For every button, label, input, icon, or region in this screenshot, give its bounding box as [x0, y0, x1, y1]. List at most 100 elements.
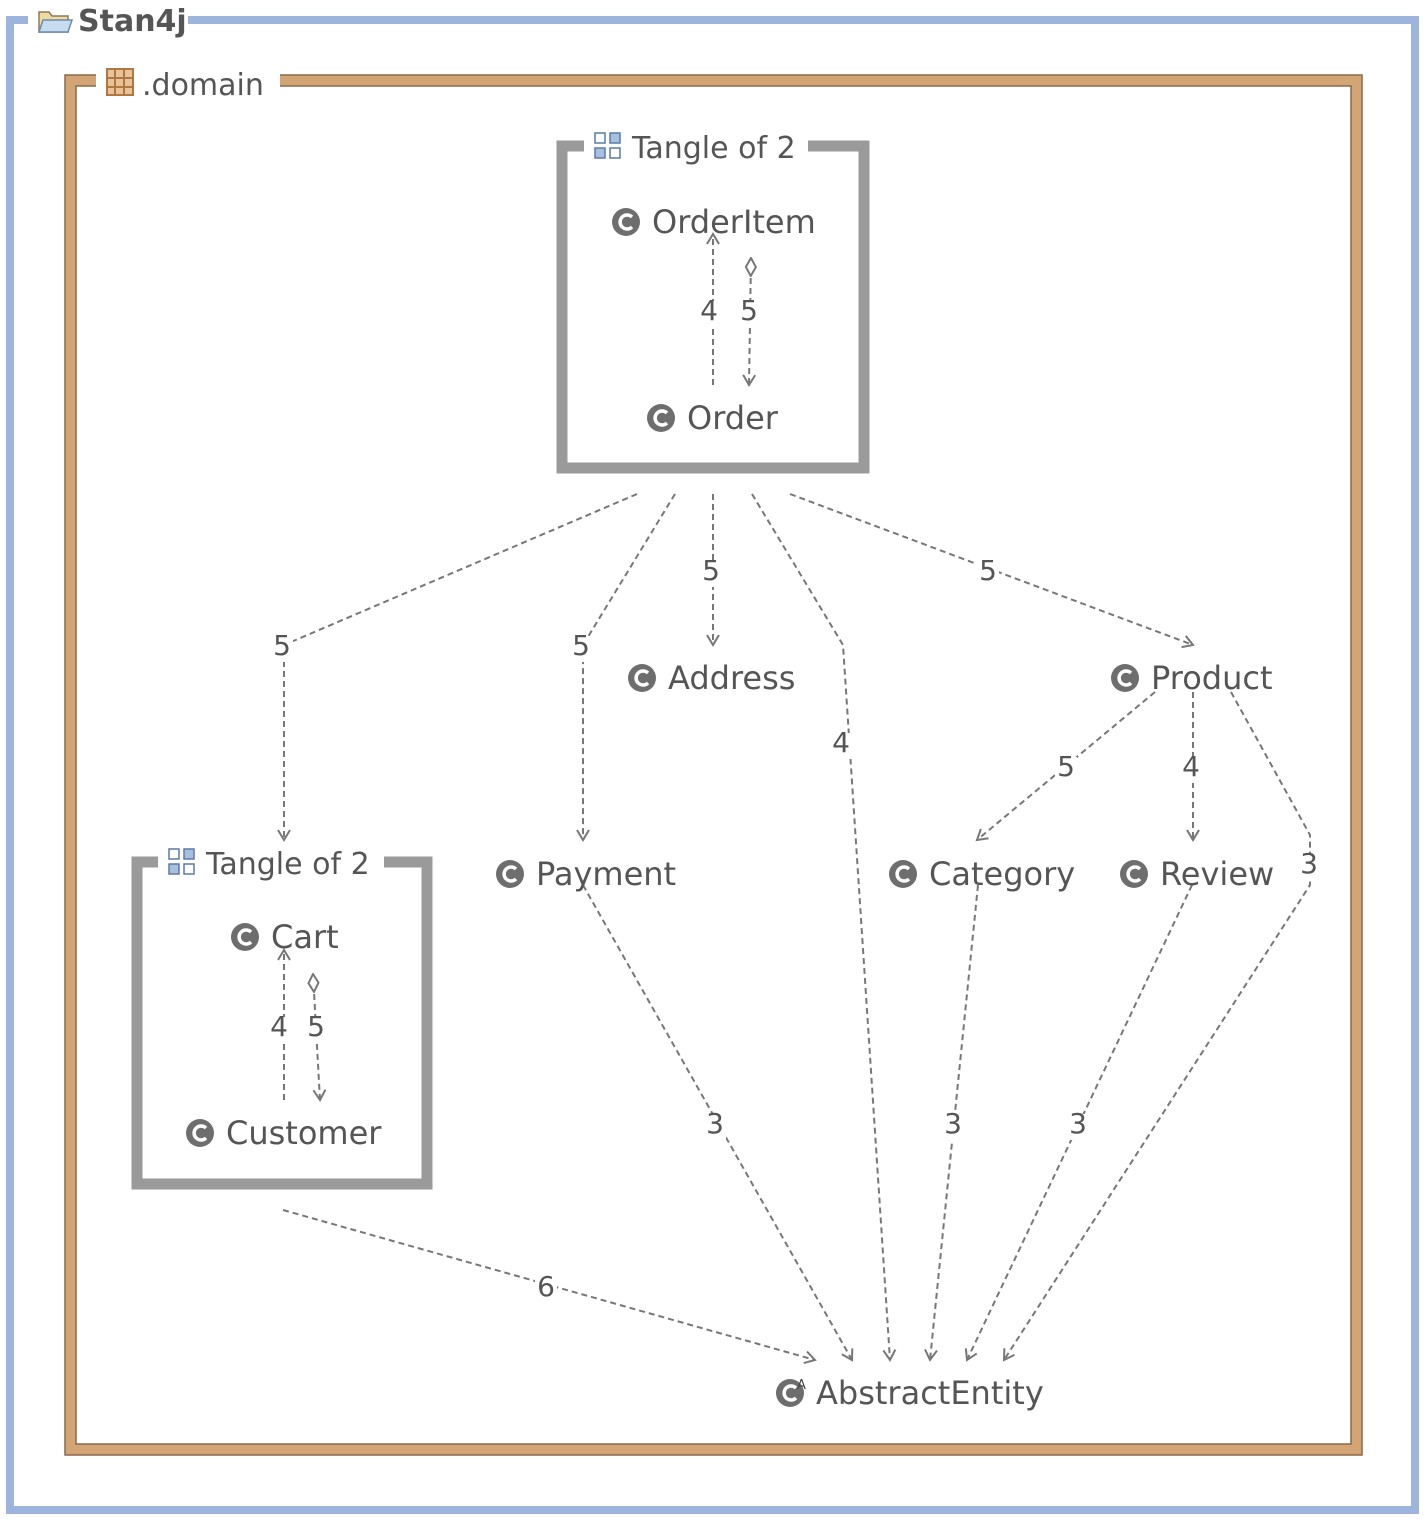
- edge-weight-label: 4: [700, 294, 718, 327]
- class-node-orderitem[interactable]: OrderItem: [612, 203, 816, 241]
- edge-weight-label: 3: [1069, 1107, 1087, 1140]
- edge-weight-label: 5: [1057, 750, 1075, 783]
- edge-label-bg: [305, 1017, 327, 1043]
- class-node-cart[interactable]: Cart: [231, 918, 339, 956]
- package-icon: [106, 68, 134, 96]
- edge-label-bg: [1067, 1114, 1089, 1140]
- class-label: Order: [687, 399, 779, 437]
- class-label: AbstractEntity: [816, 1374, 1044, 1412]
- project-label: Stan4j: [78, 4, 187, 39]
- edge-label-bg: [698, 301, 720, 327]
- class-label: Product: [1151, 659, 1273, 697]
- edge-weight-label: 5: [979, 554, 997, 587]
- class-icon: [889, 860, 917, 888]
- class-icon: [1120, 860, 1148, 888]
- class-label: OrderItem: [652, 203, 816, 241]
- edge-label-bg: [1298, 854, 1320, 880]
- edge-weight-label: 5: [273, 629, 291, 662]
- dependency-edge-customer-to-cart[interactable]: 4: [268, 948, 291, 1100]
- class-label: Review: [1160, 855, 1274, 893]
- abstract-class-icon: A: [776, 1378, 806, 1407]
- class-label: Cart: [271, 918, 339, 956]
- package-frame: [64, 60, 1363, 1456]
- class-label: Payment: [536, 855, 676, 893]
- class-icon: [186, 1119, 214, 1147]
- class-node-abstractentity[interactable]: A AbstractEntity: [776, 1374, 1044, 1412]
- edge-label-bg: [830, 733, 852, 759]
- dependency-edge-category-to-abstractentity[interactable]: 3: [924, 884, 979, 1362]
- edge-label-bg: [942, 1114, 964, 1140]
- dependency-edge-review-to-abstractentity[interactable]: 3: [964, 884, 1193, 1362]
- dependency-edge-product-to-category[interactable]: 5: [975, 691, 1156, 842]
- class-icon: [1111, 664, 1139, 692]
- edge-label-bg: [704, 1114, 726, 1140]
- dependency-edge-cart-to-customer[interactable]: 5: [305, 974, 327, 1100]
- tangle-top[interactable]: Tangle of 2: [556, 126, 870, 474]
- dependency-edge-tangle_top-to-payment[interactable]: 5: [570, 493, 676, 842]
- edge-label-bg: [1055, 757, 1077, 783]
- edge-label-bg: [570, 636, 592, 662]
- edge-weight-label: 4: [270, 1010, 288, 1043]
- edge-weight-label: 4: [1182, 750, 1200, 783]
- edge-weight-label: 4: [832, 726, 850, 759]
- class-node-payment[interactable]: Payment: [496, 855, 676, 893]
- edge-label-bg: [535, 1277, 557, 1303]
- class-node-order[interactable]: Order: [647, 399, 779, 437]
- package-header[interactable]: .domain: [106, 68, 264, 103]
- tangle-left-label: Tangle of 2: [205, 847, 370, 882]
- tangle-icon: [168, 848, 195, 875]
- class-icon: [628, 664, 656, 692]
- edge-label-bg: [700, 561, 722, 587]
- edge-weight-label: 5: [702, 554, 720, 587]
- tangle-left[interactable]: Tangle of 2: [131, 842, 433, 1190]
- dependency-edge-product-to-abstractentity[interactable]: 3: [1002, 691, 1320, 1362]
- edge-weight-label: 3: [1300, 847, 1318, 880]
- dependency-edge-orderitem-to-order[interactable]: 5: [738, 258, 760, 385]
- edge-line: [751, 493, 897, 1362]
- edge-line: [282, 1209, 817, 1365]
- package-label: .domain: [142, 68, 264, 103]
- edge-line: [576, 493, 676, 842]
- edge-weight-label: 5: [572, 629, 590, 662]
- edge-weight-label: 5: [740, 294, 758, 327]
- dependency-edge-tangle_top-to-product[interactable]: 5: [789, 493, 1195, 649]
- edge-label-bg: [1180, 757, 1202, 783]
- edge-label-bg: [271, 636, 293, 662]
- svg-text:A: A: [797, 1378, 806, 1393]
- edge-label-bg: [738, 301, 760, 327]
- class-node-product[interactable]: Product: [1111, 659, 1273, 697]
- class-label: Customer: [226, 1114, 382, 1152]
- edge-weight-label: 3: [944, 1107, 962, 1140]
- dependency-edge-product-to-review[interactable]: 4: [1180, 692, 1202, 842]
- edge-line: [1002, 691, 1311, 1362]
- tangle-icon: [594, 132, 621, 159]
- tangle-top-label: Tangle of 2: [631, 131, 796, 166]
- edge-weight-label: 6: [537, 1270, 555, 1303]
- edge-line: [277, 493, 638, 842]
- dependency-edge-tangle_top-to-address[interactable]: 5: [700, 494, 722, 647]
- class-node-review[interactable]: Review: [1120, 855, 1274, 893]
- edge-weight-label: 3: [706, 1107, 724, 1140]
- project-header[interactable]: Stan4j: [37, 4, 187, 39]
- dependency-edge-payment-to-abstractentity[interactable]: 3: [582, 884, 854, 1362]
- dependency-edge-tangle_top-to-abstractentity[interactable]: 4: [751, 493, 897, 1362]
- class-node-customer[interactable]: Customer: [186, 1114, 382, 1152]
- dependency-edge-order-to-orderitem[interactable]: 4: [698, 232, 720, 385]
- class-node-category[interactable]: Category: [889, 855, 1075, 893]
- dependency-edge-tangle_top-to-tangle_left[interactable]: 5: [271, 493, 638, 842]
- class-icon: [647, 404, 675, 432]
- class-icon: [496, 860, 524, 888]
- class-label: Address: [668, 659, 795, 697]
- class-label: Category: [929, 855, 1075, 893]
- class-icon: [612, 208, 640, 236]
- class-icon: [231, 923, 259, 951]
- edge-weight-label: 5: [307, 1010, 325, 1043]
- class-node-address[interactable]: Address: [628, 659, 795, 697]
- edge-label-bg: [268, 1017, 290, 1043]
- nodes-layer: OrderItem Order Cart Customer Address Product…: [186, 203, 1274, 1412]
- folder-open-icon: [37, 11, 74, 33]
- dependency-edge-tangle_left-to-abstractentity[interactable]: 6: [282, 1209, 817, 1365]
- edge-label-bg: [977, 561, 999, 587]
